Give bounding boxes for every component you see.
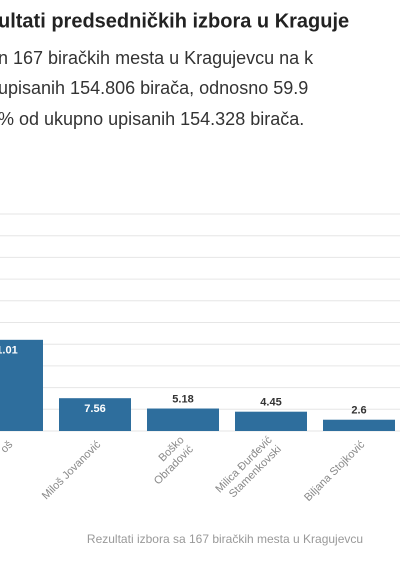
x-tick-label: oš: [0, 438, 16, 455]
chart-subtitle: n 167 biračkih mesta u Kragujevcu na k: [0, 48, 314, 68]
data-label: 7.56: [84, 403, 105, 415]
data-label: 1.01: [0, 345, 18, 357]
x-tick-label-line: Biljana Stojković: [302, 438, 367, 503]
x-tick-label: Milica ĐurđevićStamenkovski: [213, 434, 284, 505]
chart-title: ultati predsedničkih izbora u Kraguje: [0, 10, 349, 32]
data-label: 5.18: [172, 393, 193, 405]
bar: [147, 408, 219, 431]
x-tick-label: BoškoObradović: [143, 434, 196, 487]
bar: [59, 398, 131, 431]
data-label: 2.6: [351, 405, 366, 417]
bar: [0, 339, 43, 431]
x-tick-label-line: Miloš Jovanović: [40, 438, 104, 502]
source: Rezultati izbora sa 167 biračkih mesta u…: [87, 532, 363, 546]
x-tick-label-line: oš: [0, 438, 16, 455]
chart-subtitle: % od ukupno upisanih 154.328 birača.: [0, 109, 304, 129]
bar: [323, 419, 395, 431]
chart-subtitle: upisanih 154.806 birača, odnosno 59.9: [0, 78, 308, 98]
data-label: 4.45: [260, 397, 281, 409]
x-tick-label: Biljana Stojković: [302, 438, 367, 503]
bar: [235, 411, 307, 431]
x-tick-label: Miloš Jovanović: [40, 438, 104, 502]
